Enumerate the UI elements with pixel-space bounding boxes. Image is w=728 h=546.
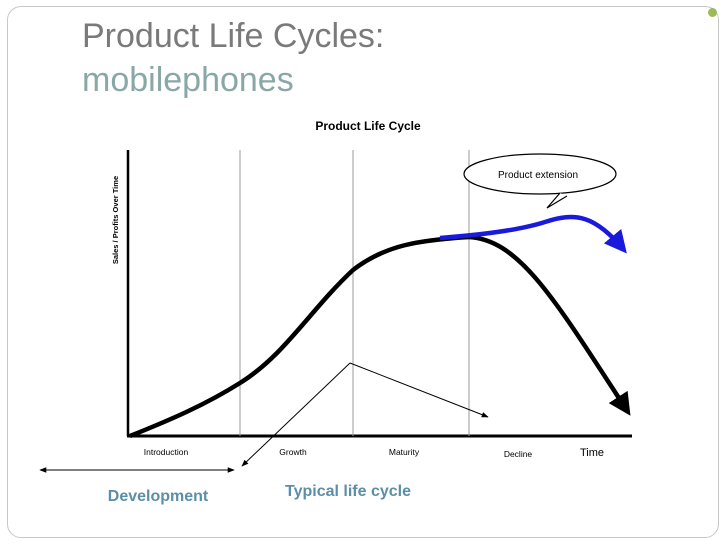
accent-dot <box>708 8 717 17</box>
slide-subtitle: mobilephones <box>82 61 294 99</box>
stage-label-maturity: Maturity <box>389 447 420 457</box>
typical-cycle-arrow-right <box>349 362 489 418</box>
callout-bubble <box>463 153 617 195</box>
diagram-title: Product Life Cycle <box>315 119 421 133</box>
slide-frame <box>7 6 719 538</box>
life-cycle-curve <box>129 234 631 439</box>
stage-label-decline: Decline <box>504 449 533 459</box>
y-axis-label: Sales / Profits Over Time <box>111 176 120 264</box>
callout-pointer <box>546 192 568 209</box>
typical-life-cycle-label: Typical life cycle <box>285 483 411 500</box>
typical-cycle-arrow-left <box>241 362 351 467</box>
x-axis-label: Time <box>580 447 604 459</box>
stage-label-growth: Growth <box>279 447 307 457</box>
development-label: Development <box>108 488 209 505</box>
extension-curve <box>439 214 627 254</box>
stage-label-introduction: Introduction <box>144 447 189 457</box>
slide-title: Product Life Cycles: <box>82 17 385 55</box>
callout-text: Product extension <box>498 170 578 181</box>
